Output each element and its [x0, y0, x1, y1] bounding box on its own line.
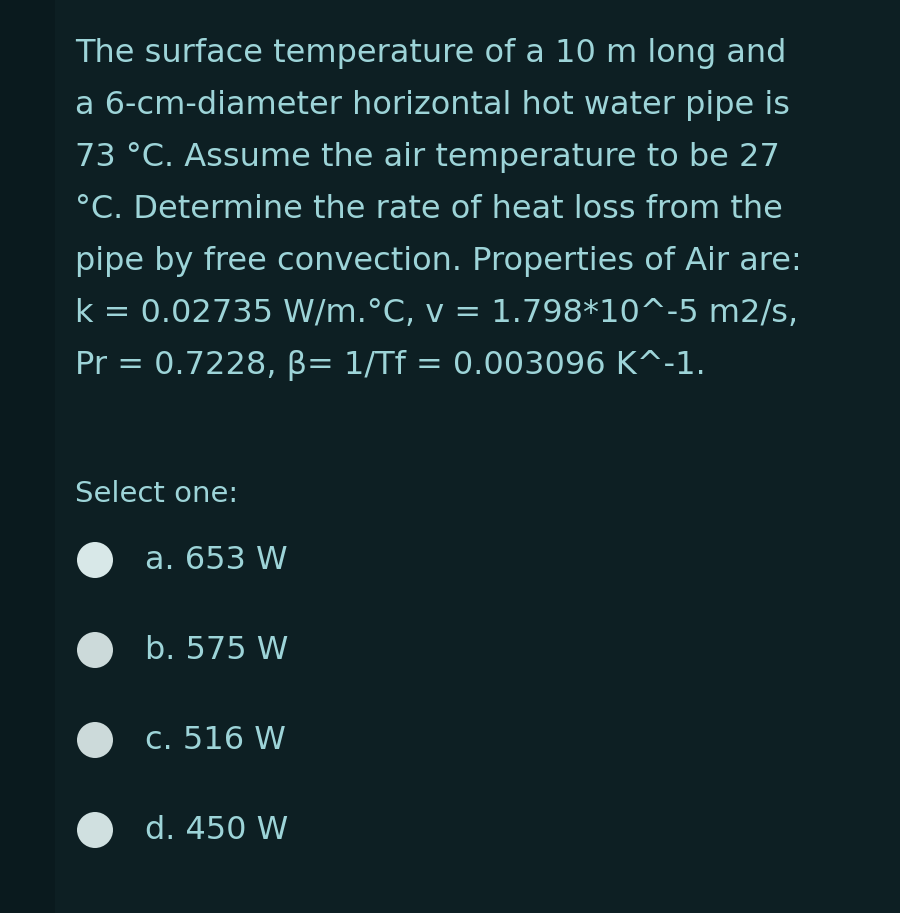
Text: °C. Determine the rate of heat loss from the: °C. Determine the rate of heat loss from…	[75, 194, 783, 225]
Text: d. 450 W: d. 450 W	[145, 814, 288, 845]
Text: b. 575 W: b. 575 W	[145, 635, 288, 666]
Text: The surface temperature of a 10 m long and: The surface temperature of a 10 m long a…	[75, 38, 787, 69]
Text: a 6-cm-diameter horizontal hot water pipe is: a 6-cm-diameter horizontal hot water pip…	[75, 90, 790, 121]
Circle shape	[77, 722, 113, 758]
Text: pipe by free convection. Properties of Air are:: pipe by free convection. Properties of A…	[75, 246, 802, 277]
Circle shape	[77, 542, 113, 578]
Text: 73 °C. Assume the air temperature to be 27: 73 °C. Assume the air temperature to be …	[75, 142, 780, 173]
Bar	[0, 0, 55, 913]
Circle shape	[77, 632, 113, 668]
Text: a. 653 W: a. 653 W	[145, 544, 288, 575]
Text: c. 516 W: c. 516 W	[145, 725, 286, 755]
Circle shape	[77, 812, 113, 848]
Text: Select one:: Select one:	[75, 480, 238, 508]
Text: Pr = 0.7228, β= 1/Tf = 0.003096 K^-1.: Pr = 0.7228, β= 1/Tf = 0.003096 K^-1.	[75, 350, 706, 381]
Text: k = 0.02735 W/m.°C, v = 1.798*10^-5 m2/s,: k = 0.02735 W/m.°C, v = 1.798*10^-5 m2/s…	[75, 298, 798, 329]
